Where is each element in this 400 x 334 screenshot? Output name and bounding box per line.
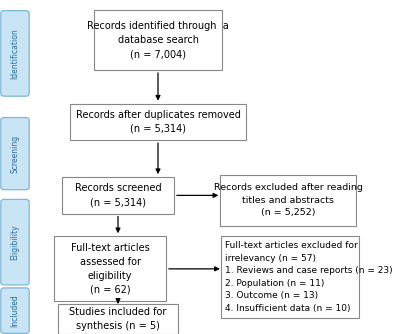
FancyBboxPatch shape xyxy=(1,11,29,96)
FancyBboxPatch shape xyxy=(94,10,222,70)
Text: Identification: Identification xyxy=(10,28,20,79)
FancyBboxPatch shape xyxy=(220,174,356,226)
Text: Records after duplicates removed
(n = 5,314): Records after duplicates removed (n = 5,… xyxy=(76,110,240,134)
Text: Included: Included xyxy=(10,294,20,327)
FancyBboxPatch shape xyxy=(70,104,246,140)
Text: Full-text articles excluded for
irrelevancy (n = 57)
1. Reviews and case reports: Full-text articles excluded for irreleva… xyxy=(225,241,393,313)
Text: Records excluded after reading
titles and abstracts
(n = 5,252): Records excluded after reading titles an… xyxy=(214,183,362,217)
FancyBboxPatch shape xyxy=(1,118,29,190)
Text: Eligibility: Eligibility xyxy=(10,224,20,260)
FancyBboxPatch shape xyxy=(58,304,178,334)
FancyBboxPatch shape xyxy=(221,236,359,318)
FancyBboxPatch shape xyxy=(54,236,166,301)
Text: Full-text articles
assessed for
eligibility
(n = 62): Full-text articles assessed for eligibil… xyxy=(71,243,149,295)
Text: Studies included for
synthesis (n = 5): Studies included for synthesis (n = 5) xyxy=(69,307,167,331)
FancyBboxPatch shape xyxy=(62,177,174,214)
Text: Records identified through  a
database search
(n = 7,004): Records identified through a database se… xyxy=(87,21,229,59)
Text: Screening: Screening xyxy=(10,135,20,173)
Text: Records screened
(n = 5,314): Records screened (n = 5,314) xyxy=(75,183,161,207)
FancyBboxPatch shape xyxy=(1,288,29,333)
FancyBboxPatch shape xyxy=(1,199,29,285)
